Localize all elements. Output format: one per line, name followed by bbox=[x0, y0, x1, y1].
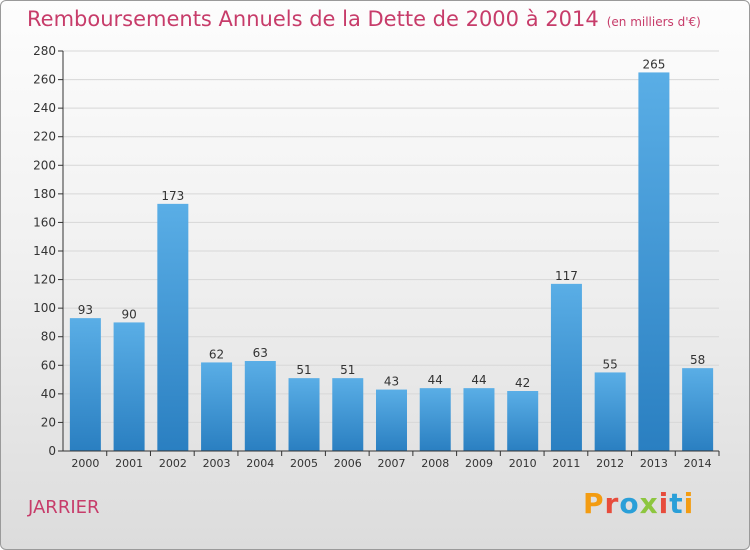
bar-2004 bbox=[244, 361, 276, 451]
x-tick-label-2001: 2001 bbox=[115, 457, 143, 470]
data-label-2000: 93 bbox=[78, 303, 93, 317]
axes bbox=[58, 50, 720, 456]
bar-2012 bbox=[594, 372, 626, 451]
x-tick-label-2002: 2002 bbox=[159, 457, 187, 470]
bar-2013 bbox=[638, 72, 670, 451]
data-label-2008: 44 bbox=[428, 373, 443, 387]
y-tick-label: 20 bbox=[41, 415, 56, 429]
y-tick-label: 100 bbox=[33, 301, 56, 315]
logo-letter: i bbox=[683, 487, 695, 520]
y-tick-label: 240 bbox=[33, 101, 56, 115]
y-tick-label: 60 bbox=[41, 358, 56, 372]
y-tick-label: 120 bbox=[33, 273, 56, 287]
x-tick-label-2004: 2004 bbox=[246, 457, 274, 470]
bar-2006 bbox=[332, 378, 364, 451]
x-tick-label-2011: 2011 bbox=[552, 457, 580, 470]
data-label-2011: 117 bbox=[555, 269, 578, 283]
y-tick-label: 200 bbox=[33, 158, 56, 172]
y-tick-label: 140 bbox=[33, 244, 56, 258]
y-tick-label: 280 bbox=[33, 44, 56, 58]
data-label-2004: 63 bbox=[253, 346, 268, 360]
bars bbox=[69, 72, 714, 451]
chart-subtitle: (en milliers d'€) bbox=[606, 15, 701, 29]
x-tick-label-2007: 2007 bbox=[378, 457, 406, 470]
bar-2001 bbox=[113, 322, 145, 451]
bar-2003 bbox=[201, 362, 233, 451]
x-tick-label-2010: 2010 bbox=[509, 457, 537, 470]
x-tick-label-2012: 2012 bbox=[596, 457, 624, 470]
data-label-2009: 44 bbox=[471, 373, 486, 387]
labels: 0 20 40 60 80 100 120 140 160 180 200 220 240 260 280 9… bbox=[33, 44, 712, 470]
x-tick-label-2006: 2006 bbox=[334, 457, 362, 470]
bar-2011 bbox=[550, 283, 582, 451]
bar-2000 bbox=[69, 318, 101, 451]
y-tick-label: 260 bbox=[33, 73, 56, 87]
data-label-2007: 43 bbox=[384, 375, 399, 389]
data-label-2014: 58 bbox=[690, 353, 705, 367]
data-label-2010: 42 bbox=[515, 376, 530, 390]
title-row: Remboursements Annuels de la Dette de 20… bbox=[27, 7, 701, 31]
bar-2008 bbox=[419, 388, 451, 451]
logo-letter: i bbox=[658, 487, 670, 520]
y-tick-label: 80 bbox=[41, 330, 56, 344]
commune-name: JARRIER bbox=[28, 497, 100, 518]
data-label-2003: 62 bbox=[209, 347, 224, 361]
y-tick-label: 180 bbox=[33, 187, 56, 201]
data-label-2006: 51 bbox=[340, 363, 355, 377]
x-tick-label-2005: 2005 bbox=[290, 457, 318, 470]
logo-letter: x bbox=[639, 487, 659, 520]
logo-letter: t bbox=[669, 487, 684, 520]
bar-2005 bbox=[288, 378, 320, 451]
bar-2009 bbox=[463, 388, 495, 451]
data-label-2012: 55 bbox=[603, 357, 618, 371]
logo-letter: P bbox=[583, 487, 605, 520]
proxiti-logo: Proxiti bbox=[583, 487, 694, 520]
x-tick-label-2003: 2003 bbox=[203, 457, 231, 470]
y-tick-label: 220 bbox=[33, 130, 56, 144]
chart-title: Remboursements Annuels de la Dette de 20… bbox=[27, 7, 599, 31]
y-tick-label: 0 bbox=[48, 444, 56, 458]
data-label-2002: 173 bbox=[161, 189, 184, 203]
x-tick-label-2008: 2008 bbox=[421, 457, 449, 470]
bar-2007 bbox=[376, 389, 407, 451]
logo-letter: r bbox=[604, 487, 620, 520]
x-tick-label-2009: 2009 bbox=[465, 457, 493, 470]
x-tick-label-2013: 2013 bbox=[640, 457, 668, 470]
y-tick-label: 40 bbox=[41, 387, 56, 401]
y-tick-label: 160 bbox=[33, 215, 56, 229]
bar-2010 bbox=[507, 391, 539, 451]
x-tick-label-2000: 2000 bbox=[71, 457, 99, 470]
data-label-2005: 51 bbox=[296, 363, 311, 377]
bar-2014 bbox=[682, 368, 714, 451]
bar-2002 bbox=[157, 203, 189, 451]
logo-letter: o bbox=[619, 487, 640, 520]
x-tick-label-2014: 2014 bbox=[684, 457, 712, 470]
data-label-2001: 90 bbox=[121, 307, 136, 321]
data-label-2013: 265 bbox=[642, 57, 665, 71]
